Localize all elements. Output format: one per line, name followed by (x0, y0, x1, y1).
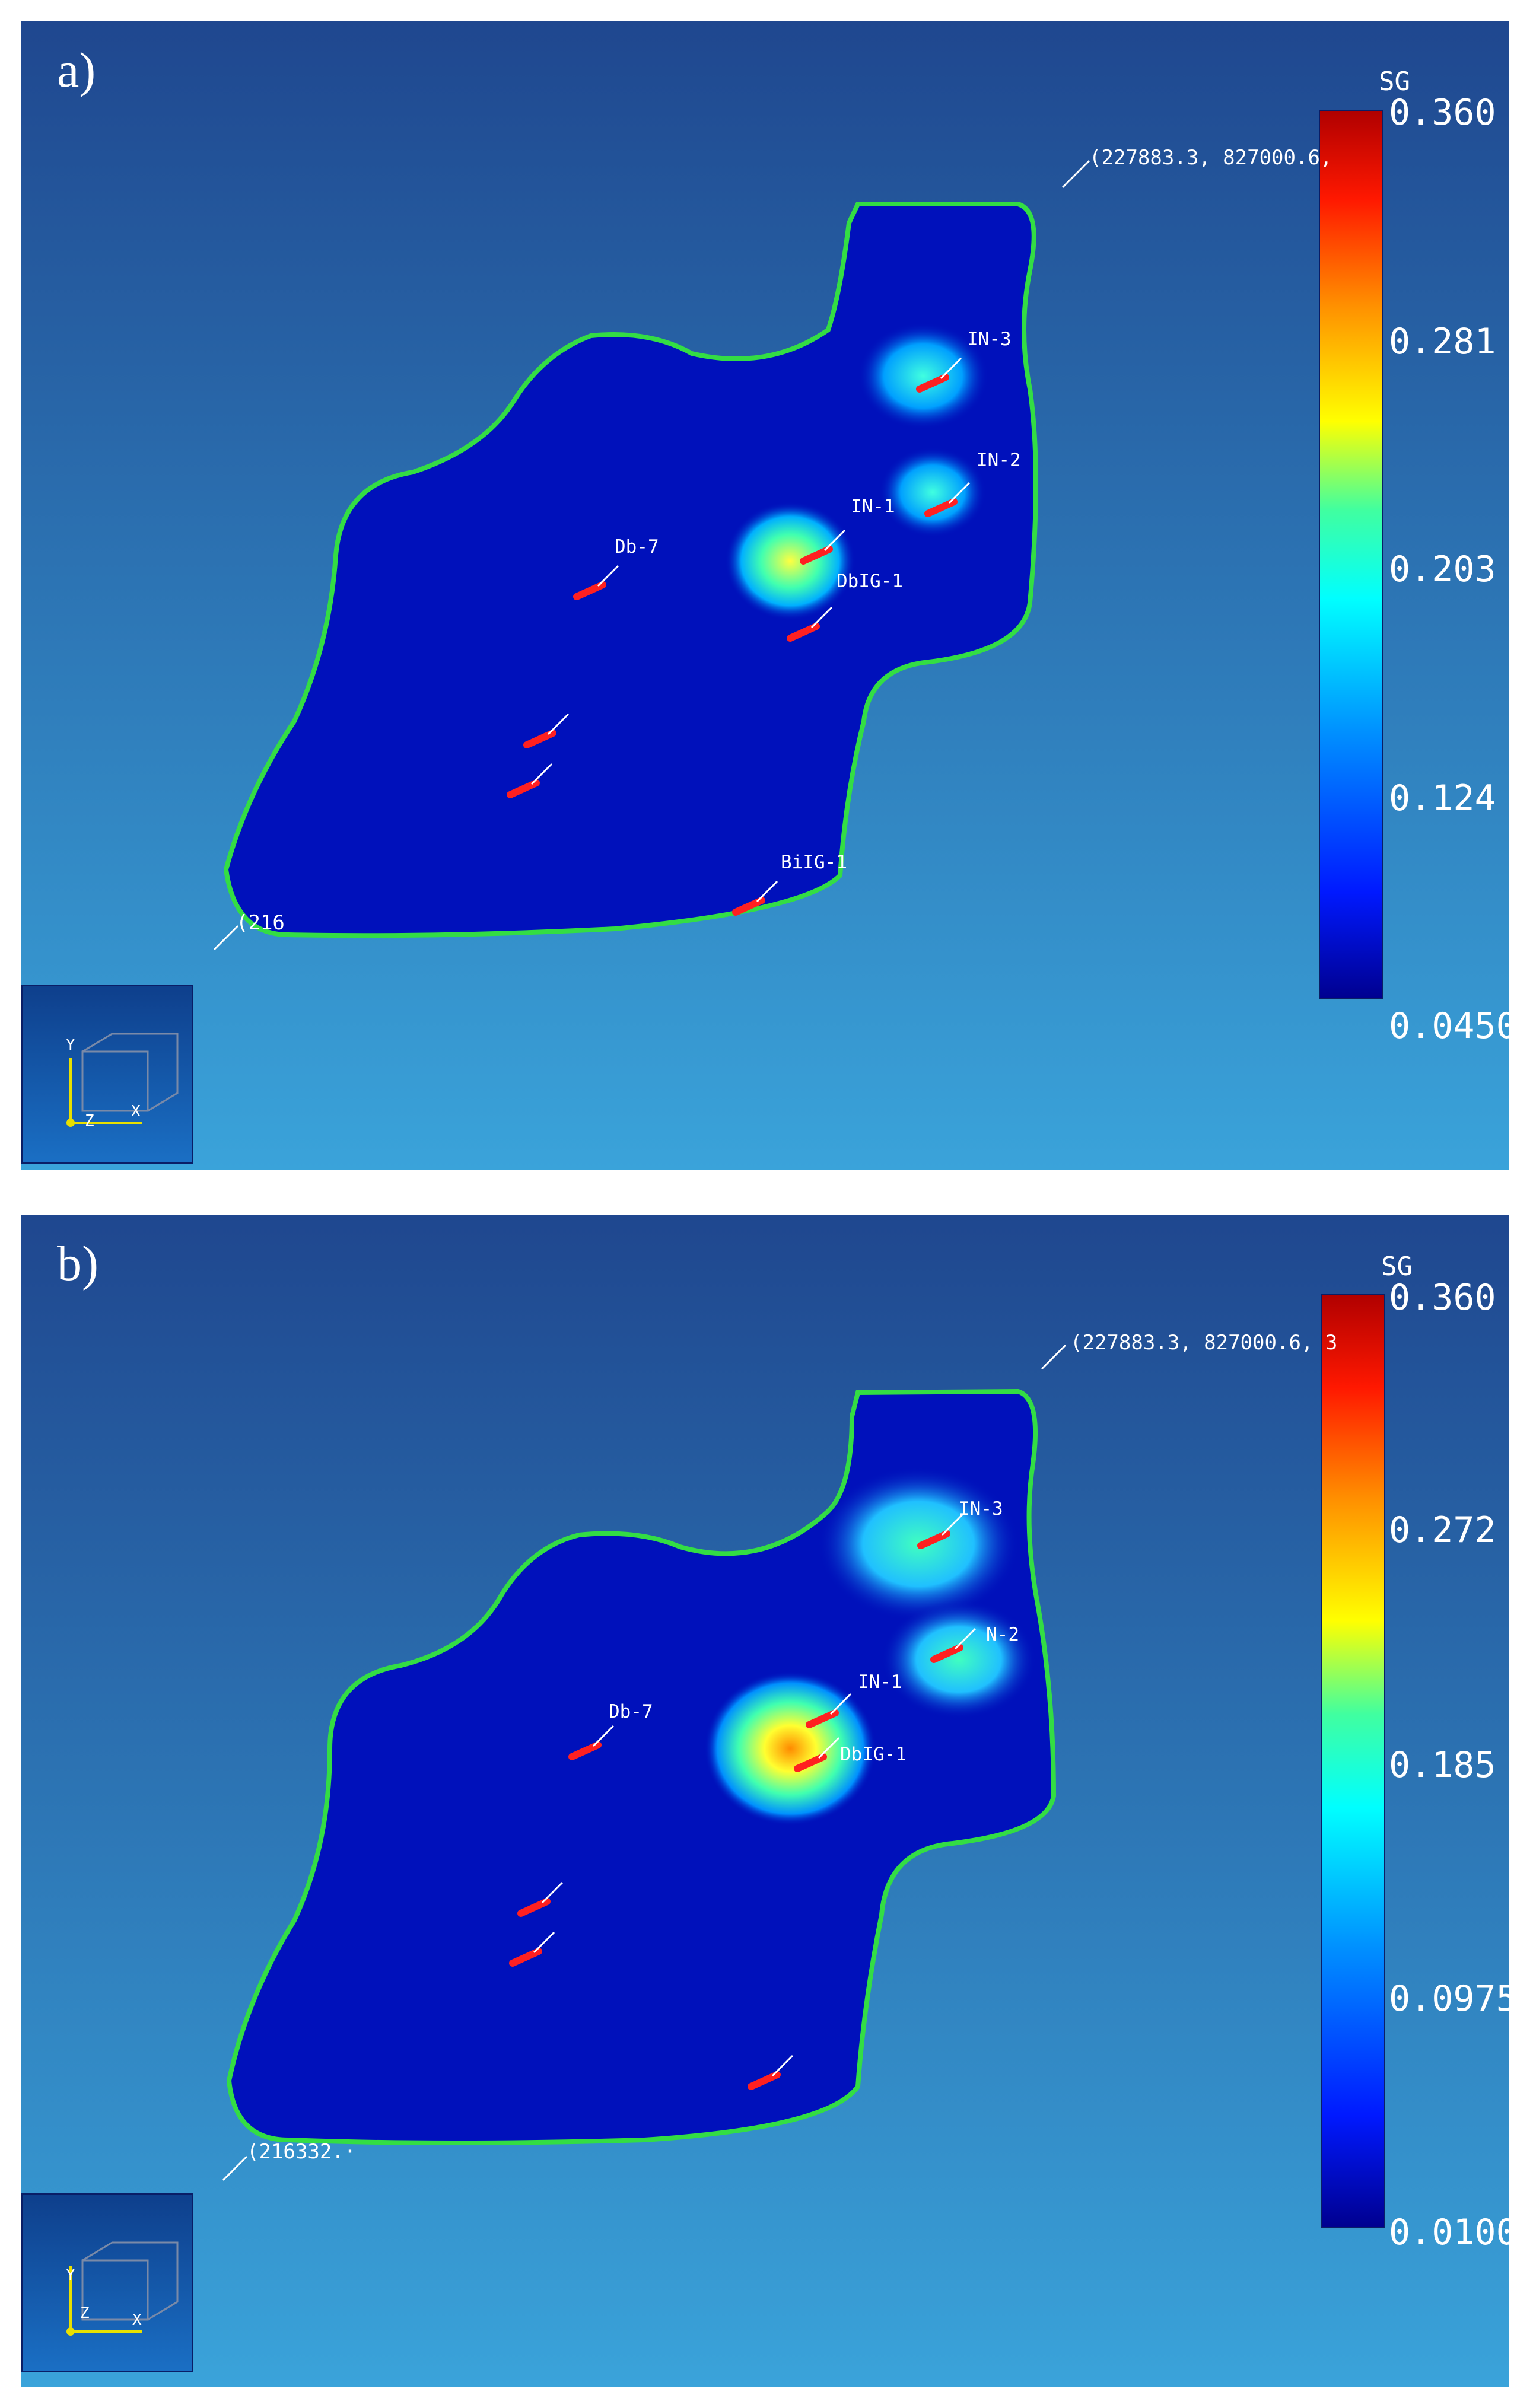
well-marker-b-0 (917, 1530, 950, 1549)
axis-y-label-a: Y (66, 1036, 75, 1054)
plume-in3-a (858, 323, 988, 429)
well-marker-b-6 (509, 1948, 542, 1967)
coord-bottom-left-b: (216332.· (247, 2140, 357, 2164)
plume-in2-a (879, 447, 986, 537)
coord-leader-b-top (1041, 1344, 1067, 1370)
well-marker-a-1 (924, 498, 958, 517)
colorbar-tick-b-3: 0.0975 (1389, 1978, 1509, 2020)
well-leader-a-6 (530, 763, 553, 785)
well-leader-a-2 (823, 529, 846, 552)
panel-b-label: b) (57, 1236, 98, 1291)
plume-in1-a (725, 502, 855, 620)
well-marker-b-3 (794, 1753, 827, 1772)
well-label-a-7: BiIG-1 (781, 852, 847, 873)
panel-a-canvas (21, 21, 1509, 1170)
well-label-b-4: Db-7 (609, 1701, 653, 1722)
well-label-b-3: DbIG-1 (840, 1744, 907, 1765)
panel-b-canvas (21, 1215, 1509, 2387)
well-marker-a-0 (916, 374, 949, 393)
well-leader-b-3 (818, 1737, 840, 1759)
well-label-a-4: Db-7 (615, 536, 659, 558)
well-marker-a-5 (523, 730, 556, 748)
triad-origin-1 (66, 2327, 75, 2336)
colorbar-tick-a-1: 0.281 (1389, 321, 1496, 362)
triad-cube-back-1 (82, 2241, 179, 2321)
colorbar-a (1319, 110, 1383, 999)
well-leader-b-6 (533, 1931, 555, 1954)
panel-a: a) SG 0.360 0.281 0.203 0.124 0.0450 (22… (21, 21, 1509, 1170)
plume-in2-b (882, 1600, 1036, 1719)
well-marker-b-1 (930, 1644, 963, 1663)
colorbar-title-b: SG (1381, 1251, 1413, 1282)
panel-b: b) SG 0.360 0.272 0.185 0.0975 0.0100 (2… (21, 1215, 1509, 2387)
panel-a-label: a) (57, 43, 96, 98)
well-leader-b-1 (954, 1627, 977, 1650)
colorbar-tick-a-2: 0.203 (1389, 549, 1496, 590)
wells-group-b (509, 1514, 977, 2090)
well-leader-a-4 (597, 565, 619, 587)
well-marker-a-3 (787, 623, 820, 642)
colorbar-b (1321, 1294, 1385, 2228)
axis-z-label-b: Z (80, 2304, 90, 2322)
triad-origin-0 (66, 1119, 75, 1127)
well-label-a-2: IN-1 (851, 496, 895, 517)
well-marker-a-4 (573, 581, 606, 600)
well-leader-b-5 (541, 1881, 564, 1904)
axis-triad-glyph-1 (66, 2241, 179, 2336)
well-marker-a-7 (732, 897, 765, 916)
coord-top-right-b: (227883.3, 827000.6, 3 (1070, 1331, 1338, 1355)
colorbar-tick-b-2: 0.185 (1389, 1744, 1496, 1786)
well-marker-a-2 (800, 546, 833, 565)
well-leader-b-2 (829, 1693, 852, 1715)
well-marker-b-5 (517, 1898, 551, 1917)
coord-top-right-a: (227883.3, 827000.6, (1089, 146, 1332, 170)
well-label-b-1: N-2 (986, 1624, 1019, 1645)
well-leader-b-0 (941, 1514, 963, 1536)
well-marker-b-4 (568, 1741, 602, 1760)
axis-y-label-b: Y (66, 2266, 75, 2284)
colorbar-tick-a-4: 0.0450 (1389, 1005, 1509, 1047)
well-label-b-2: IN-1 (858, 1671, 902, 1693)
plume-in1-b (704, 1671, 876, 1826)
colorbar-tick-b-4: 0.0100 (1389, 2212, 1509, 2253)
coord-leader-a-top (1061, 160, 1090, 189)
well-label-a-3: DbIG-1 (837, 571, 903, 592)
well-leader-a-1 (948, 482, 971, 504)
coord-bottom-left-a: (216 (236, 911, 285, 935)
well-marker-b-2 (806, 1709, 839, 1728)
colorbar-title-a: SG (1379, 66, 1410, 97)
colorbar-tick-a-3: 0.124 (1389, 778, 1496, 819)
well-label-a-1: IN-2 (977, 450, 1021, 471)
axis-x-label-b: X (132, 2311, 142, 2329)
colorbar-tick-b-0: 0.360 (1389, 1277, 1496, 1318)
well-leader-a-5 (547, 713, 570, 735)
triad-cube-front-1 (81, 2259, 149, 2321)
colorbar-tick-b-1: 0.272 (1389, 1509, 1496, 1551)
coord-leader-a-bottom (213, 925, 239, 951)
well-leader-a-0 (940, 357, 962, 380)
axis-triad-b: Y Z X (21, 2193, 193, 2372)
axis-triad-a: Y Z X (21, 985, 193, 1164)
axis-x-label-a: X (131, 1103, 141, 1120)
coord-leader-b-bottom (222, 2155, 248, 2181)
triad-cube-front-0 (81, 1050, 149, 1112)
triad-cube-back-0 (82, 1033, 179, 1112)
colorbar-tick-a-0: 0.360 (1389, 92, 1496, 133)
axis-z-label-a: Z (85, 1112, 94, 1130)
well-leader-a-7 (756, 880, 778, 903)
well-label-b-0: IN-3 (959, 1498, 1003, 1520)
well-leader-a-3 (810, 606, 833, 629)
well-leader-b-7 (771, 2055, 794, 2077)
well-label-a-0: IN-3 (967, 329, 1012, 350)
well-marker-b-7 (748, 2071, 781, 2090)
wells-group-a (507, 357, 971, 916)
well-marker-a-6 (507, 779, 540, 798)
domain-outline-a (223, 202, 1038, 938)
axis-triad-glyph-0 (66, 1033, 179, 1127)
well-leader-b-4 (592, 1725, 615, 1747)
